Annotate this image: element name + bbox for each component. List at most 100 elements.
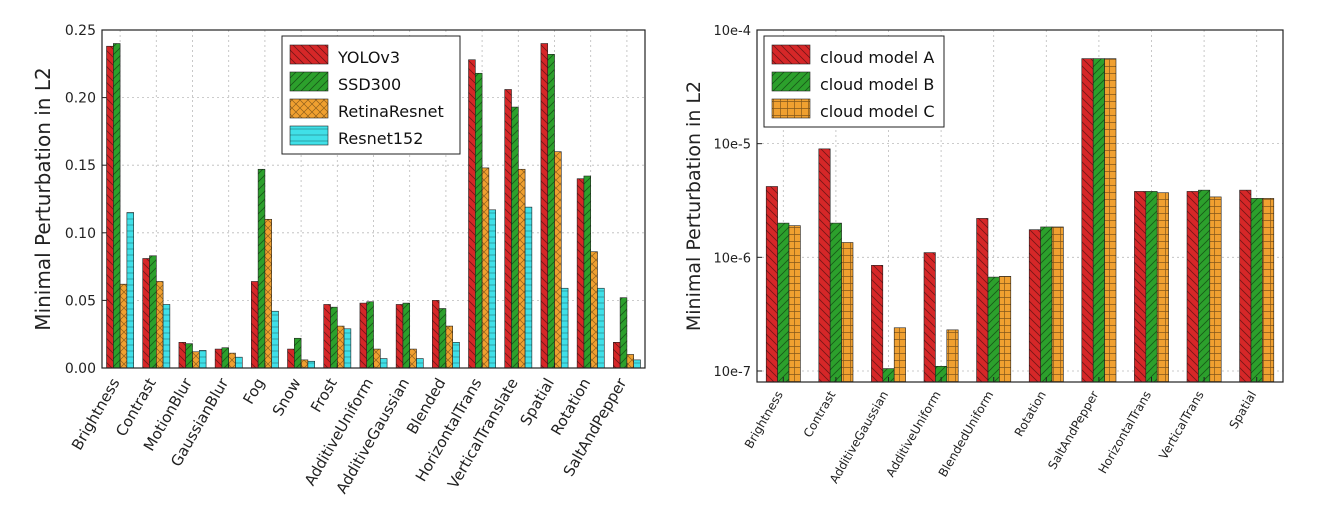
bar-hatch xyxy=(142,258,150,368)
bar-hatch xyxy=(264,219,272,368)
bar-hatch xyxy=(561,288,569,368)
bar-hatch xyxy=(1145,191,1158,382)
bar-hatch xyxy=(577,178,584,368)
bar-hatch xyxy=(468,59,476,369)
bar-hatch xyxy=(1051,226,1064,382)
bar-hatch xyxy=(518,169,526,368)
bar-hatch xyxy=(1262,198,1274,382)
bar-hatch xyxy=(620,297,627,368)
bar-hatch xyxy=(924,252,936,382)
bar-hatch xyxy=(199,350,207,368)
legend-swatch-hatch xyxy=(772,72,810,91)
bar-hatch xyxy=(126,212,134,368)
plot-frame xyxy=(756,29,1284,383)
bar-hatch xyxy=(554,151,562,368)
bar-hatch xyxy=(337,326,345,368)
y-tick-label: 10e-5 xyxy=(713,138,751,153)
x-tick-label: Brightness xyxy=(68,375,124,453)
x-tick-label: Spatial xyxy=(1227,389,1260,432)
bar-hatch xyxy=(788,225,801,382)
bar-hatch xyxy=(1251,198,1263,382)
bar-hatch xyxy=(221,347,229,368)
bar-hatch xyxy=(1198,190,1210,382)
bar-hatch xyxy=(287,349,295,368)
bar-hatch xyxy=(409,349,417,368)
bar-hatch xyxy=(633,359,641,368)
legend-label: cloud model A xyxy=(820,48,934,67)
bar-hatch xyxy=(597,288,605,368)
bar-hatch xyxy=(307,361,315,368)
bar-hatch xyxy=(235,357,243,368)
bar-hatch xyxy=(228,353,236,368)
x-tick-label: AdditiveGaussian xyxy=(827,389,891,486)
y-axis-label: Minimal Perturbation in L2 xyxy=(31,67,55,330)
bar-hatch xyxy=(359,303,367,368)
x-tick-label: SaltAndPepper xyxy=(1045,388,1101,471)
bar-hatch xyxy=(344,328,351,368)
bar-hatch xyxy=(215,349,222,368)
bar-hatch xyxy=(882,368,895,382)
legend-label: cloud model B xyxy=(820,75,934,94)
bar-hatch xyxy=(547,54,555,368)
x-tick-label: HorizontalTrans xyxy=(1095,389,1154,477)
y-axis-label: Minimal Perturbation in L2 xyxy=(683,81,705,331)
bar-hatch xyxy=(185,343,193,368)
legend-swatch-hatch xyxy=(290,126,328,145)
x-tick-label: Contrast xyxy=(801,388,839,440)
y-tick-label: 0.15 xyxy=(65,158,96,174)
x-tick-label: AdditiveUniform xyxy=(883,389,944,480)
x-tick-label: Snow xyxy=(269,375,305,419)
bar-hatch xyxy=(525,207,532,368)
bar-hatch xyxy=(192,351,200,368)
bar-hatch xyxy=(452,342,460,368)
bar-hatch xyxy=(445,326,453,368)
bar-hatch xyxy=(766,186,778,382)
bar-hatch xyxy=(113,43,121,369)
bar-hatch xyxy=(120,284,127,368)
bar-hatch xyxy=(626,354,634,368)
bar-hatch xyxy=(330,307,338,368)
bar-hatch xyxy=(432,300,440,368)
bar-hatch xyxy=(583,176,591,368)
bar-hatch xyxy=(106,46,114,368)
bar-hatch xyxy=(894,327,906,382)
x-tick-label: Rotation xyxy=(1012,389,1049,439)
bar-hatch xyxy=(1239,190,1252,382)
x-tick-label: Fog xyxy=(239,375,268,407)
bar-hatch xyxy=(590,251,598,368)
bar-hatch xyxy=(613,342,621,368)
legend-label: YOLOv3 xyxy=(337,48,400,67)
bar-hatch xyxy=(380,358,388,368)
bar-hatch xyxy=(540,43,548,369)
y-tick-label: 0.20 xyxy=(65,91,96,107)
legend-swatch-hatch xyxy=(772,45,810,64)
bar-hatch xyxy=(258,169,265,368)
bar-hatch xyxy=(373,349,381,368)
bar-hatch xyxy=(1104,58,1116,383)
legend-label: cloud model C xyxy=(820,102,935,121)
bar-hatch xyxy=(178,342,186,368)
bar-hatch xyxy=(871,265,883,382)
bar-hatch xyxy=(149,255,157,368)
y-tick-label: 0.00 xyxy=(65,361,96,377)
y-tick-label: 10e-4 xyxy=(713,24,751,39)
bar-hatch xyxy=(976,218,989,382)
legend-label: Resnet152 xyxy=(338,129,423,148)
legend-swatch-hatch xyxy=(290,45,328,64)
bar-hatch xyxy=(988,277,1000,382)
legend-label: RetinaResnet xyxy=(338,102,444,121)
bar-hatch xyxy=(439,308,446,368)
bar-hatch xyxy=(323,304,331,368)
bar-hatch xyxy=(251,281,259,368)
bar-hatch xyxy=(1040,226,1052,382)
y-tick-label: 0.25 xyxy=(65,23,96,39)
y-tick-label: 10e-6 xyxy=(713,251,751,266)
bar-hatch xyxy=(841,242,853,382)
bar-hatch xyxy=(830,223,842,382)
x-tick-label: VerticalTrans xyxy=(1156,389,1206,462)
legend-swatch-hatch xyxy=(290,72,328,91)
bar-hatch xyxy=(818,148,831,382)
bar-hatch xyxy=(946,329,959,382)
legend-label: SSD300 xyxy=(338,75,401,94)
